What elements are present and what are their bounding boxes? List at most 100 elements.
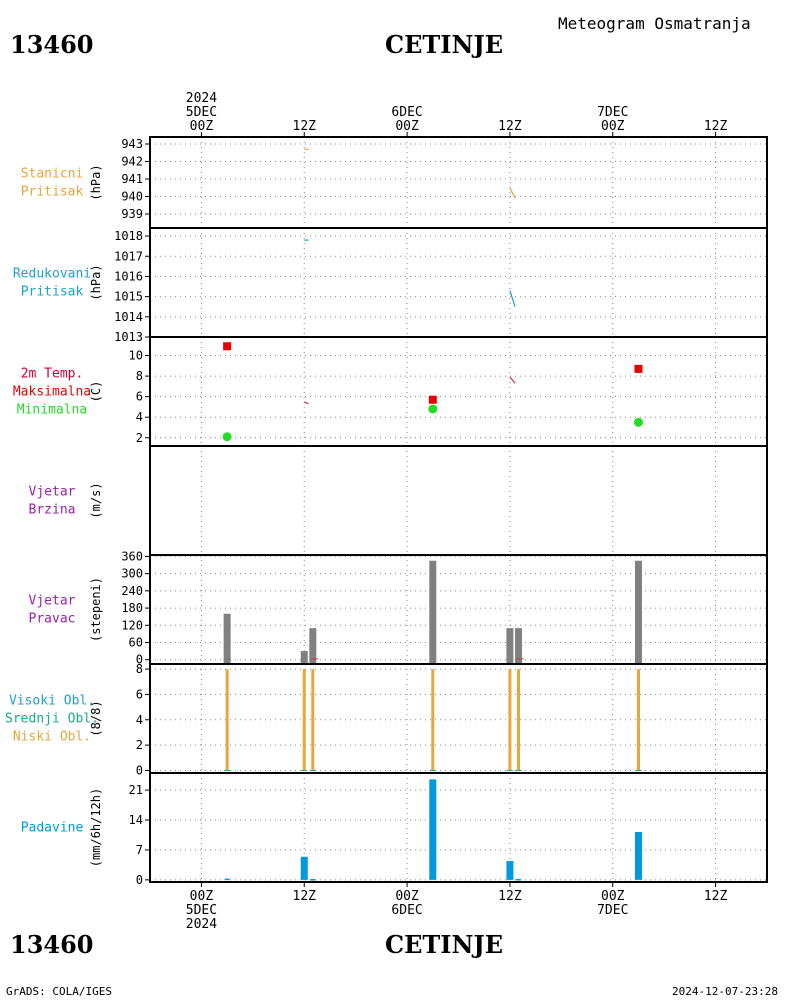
panel-label: Stanicni <box>21 167 84 182</box>
y-tick-label: 4 <box>136 713 143 727</box>
wind-dir-bar <box>514 628 522 664</box>
time-label-bottom: 7DEC <box>597 903 628 918</box>
cloud-bar <box>516 669 520 771</box>
meteogram-title: Meteogram Osmatranja <box>558 14 751 33</box>
panel-label: Pravac <box>29 612 76 627</box>
y-axis-unit: (8/8) <box>89 700 103 736</box>
y-tick-label: 6 <box>136 390 143 404</box>
y-tick-label: 2 <box>136 431 143 445</box>
timestamp: 2024-12-07-23:28 <box>672 985 778 998</box>
precip-bar <box>429 779 437 880</box>
y-axis-unit: (mm/6h/12h) <box>89 788 103 867</box>
time-label-top: 2024 <box>186 91 217 106</box>
time-label-top: 00Z <box>601 119 625 134</box>
time-label-bottom: 5DEC <box>186 903 217 918</box>
time-label-bottom: 2024 <box>186 917 217 932</box>
y-tick-label: 0 <box>136 653 143 667</box>
y-tick-label: 7 <box>136 843 143 857</box>
y-tick-label: 1018 <box>114 229 143 243</box>
tmax-point <box>634 364 643 373</box>
y-tick-label: 300 <box>121 567 143 581</box>
tmin-point <box>633 417 643 427</box>
tmin-point <box>222 432 232 442</box>
panel-label: 2m Temp. <box>21 367 84 382</box>
y-tick-label: 2 <box>136 738 143 752</box>
panel-label: Srednji Obl. <box>5 712 99 727</box>
temp-line <box>509 376 516 384</box>
panel-label: Niski Obl. <box>13 730 91 745</box>
panel-label: Vjetar <box>29 594 76 609</box>
cloud-bar <box>431 669 435 771</box>
y-axis-unit: (C) <box>89 381 103 403</box>
y-tick-label: 0 <box>136 873 143 887</box>
time-label-bottom: 00Z <box>395 889 419 904</box>
panel-frame <box>149 663 768 774</box>
y-tick-label: 8 <box>136 369 143 383</box>
precip-bar <box>300 856 308 880</box>
time-label-bottom: 6DEC <box>391 903 422 918</box>
time-label-top: 7DEC <box>597 105 628 120</box>
y-tick-label: 4 <box>136 410 143 424</box>
panel-label: Padavine <box>21 821 84 836</box>
precip-bar <box>310 879 316 881</box>
tmax-point <box>428 395 437 404</box>
y-tick-label: 1014 <box>114 310 143 324</box>
y-tick-label: 942 <box>121 155 143 169</box>
y-tick-label: 943 <box>121 137 143 151</box>
cloud-bar <box>302 669 306 771</box>
y-tick-label: 21 <box>129 783 143 797</box>
y-tick-label: 180 <box>121 601 143 615</box>
time-label-top: 5DEC <box>186 105 217 120</box>
y-tick-label: 360 <box>121 549 143 563</box>
series-line <box>509 187 516 199</box>
time-label-bottom: 12Z <box>293 889 317 904</box>
cloud-bar <box>636 669 640 771</box>
series-line <box>509 290 516 307</box>
panel-label: Brzina <box>29 503 76 518</box>
precip-bar <box>224 878 230 881</box>
wind-dir-bar <box>309 628 317 664</box>
y-tick-label: 60 <box>129 635 143 649</box>
time-label-bottom: 12Z <box>498 889 522 904</box>
y-tick-label: 120 <box>121 618 143 632</box>
y-tick-label: 1017 <box>114 249 143 263</box>
y-tick-label: 1015 <box>114 290 143 304</box>
tmax-point <box>223 342 232 351</box>
panel-frame <box>149 136 768 229</box>
time-label-top: 6DEC <box>391 105 422 120</box>
time-label-top: 12Z <box>498 119 522 134</box>
time-label-top: 12Z <box>704 119 728 134</box>
time-label-bottom: 00Z <box>190 889 214 904</box>
wind-dir-bar <box>429 560 437 664</box>
station-name: CETINJE <box>385 30 504 59</box>
panel-label: Vjetar <box>29 485 76 500</box>
time-label-top: 00Z <box>190 119 214 134</box>
cloud-bar <box>508 669 512 771</box>
y-axis-unit: (stepeni) <box>89 577 103 642</box>
time-label-top: 12Z <box>293 119 317 134</box>
panel-frame <box>149 445 768 556</box>
panel-label: Redukovani <box>13 267 91 282</box>
credit: GrADS: COLA/IGES <box>6 985 112 998</box>
wind-dir-bar <box>223 613 231 664</box>
y-tick-label: 8 <box>136 662 143 676</box>
footer-station-id: 13460 <box>10 930 94 959</box>
y-tick-label: 0 <box>136 763 143 777</box>
time-label-top: 00Z <box>395 119 419 134</box>
panel-label: Pritisak <box>21 285 84 300</box>
precip-bar <box>515 879 521 881</box>
y-tick-label: 939 <box>121 207 143 221</box>
y-tick-label: 6 <box>136 687 143 701</box>
wind-dir-bar <box>634 560 642 664</box>
panel-frame <box>149 336 768 447</box>
time-label-bottom: 00Z <box>601 889 625 904</box>
footer-station-name: CETINJE <box>385 930 504 959</box>
y-tick-label: 240 <box>121 584 143 598</box>
tmin-point <box>428 404 438 414</box>
y-tick-label: 10 <box>129 349 143 363</box>
precip-bar <box>506 861 514 880</box>
y-tick-label: 14 <box>129 813 143 827</box>
panel-label: Maksimalna <box>13 385 91 400</box>
cloud-bar <box>225 669 229 771</box>
wind-dir-bar <box>300 651 308 664</box>
